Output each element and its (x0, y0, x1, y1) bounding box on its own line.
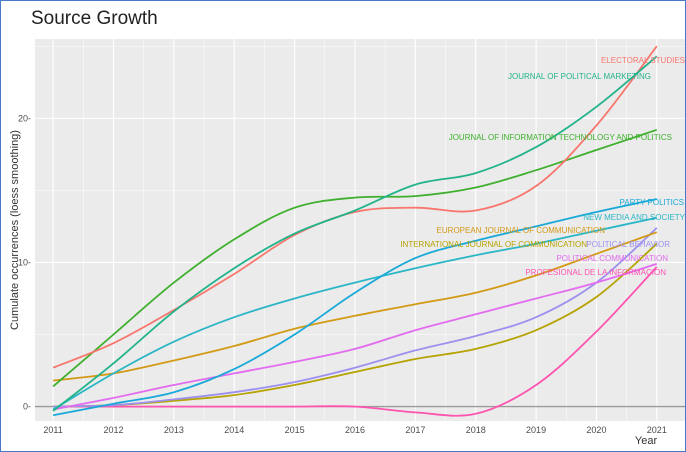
series-line (53, 227, 658, 408)
series-label: JOURNAL OF POLITICAL MARKETING (508, 72, 651, 81)
series-label: PARTY POLITICS (620, 198, 684, 207)
series-line (53, 266, 658, 417)
series-label: JOURNAL OF INFORMATION TECHNOLOGY AND PO… (449, 133, 672, 142)
series-label: PROFESIONAL DE LA INFORMACION (525, 268, 666, 277)
series-label: NEW MEDIA AND SOCIETY (583, 213, 685, 222)
series-line (52, 231, 658, 382)
y-tick-label: 20- (18, 113, 31, 123)
chart-title: Source Growth (31, 8, 158, 29)
x-tick-label: 2017 (405, 425, 425, 435)
y-axis-title: Cumulate occurrences (loess smoothing) (9, 130, 21, 330)
x-tick-label: 2013 (164, 425, 184, 435)
series-lines (52, 45, 658, 417)
series-label: ELECTORAL STUDIES (601, 56, 685, 65)
series-line (52, 263, 658, 411)
x-tick-labels: 2011 2012 2013 2014 2015 2016 2017 2018 2019 2020… (43, 425, 666, 435)
x-tick-label: 2014 (224, 425, 244, 435)
x-tick-label: 2021 (647, 425, 667, 435)
x-tick-label: 2011 (43, 425, 62, 435)
series-line (52, 216, 657, 411)
series-label: INTERNATIONAL JOURNAL OF COMMUNICATION (400, 240, 587, 249)
x-axis-title: Year (635, 435, 658, 447)
series-line (52, 198, 657, 417)
y-tick-label: 0- (23, 402, 31, 412)
y-tick-labels: 0- 10- 20- (18, 113, 31, 411)
x-tick-label: 2016 (345, 425, 365, 435)
series-label: EUROPEAN JOURNAL OF COMMUNICATION (437, 226, 606, 235)
series-labels: ELECTORAL STUDIES JOURNAL OF POLITICAL MA… (400, 56, 685, 277)
series-line (52, 55, 658, 412)
series-line (52, 45, 658, 369)
series-label: POLITICAL COMMUNICATION (556, 254, 668, 263)
series-label: POLITICAL BEHAVIOR (586, 240, 670, 249)
x-tick-label: 2012 (103, 425, 123, 435)
x-tick-label: 2020 (586, 425, 606, 435)
x-tick-label: 2018 (466, 425, 486, 435)
y-tick-label: 10- (18, 257, 31, 267)
x-tick-label: 2015 (285, 425, 305, 435)
series-line (53, 243, 658, 408)
x-tick-label: 2019 (526, 425, 546, 435)
series-line (52, 128, 658, 388)
